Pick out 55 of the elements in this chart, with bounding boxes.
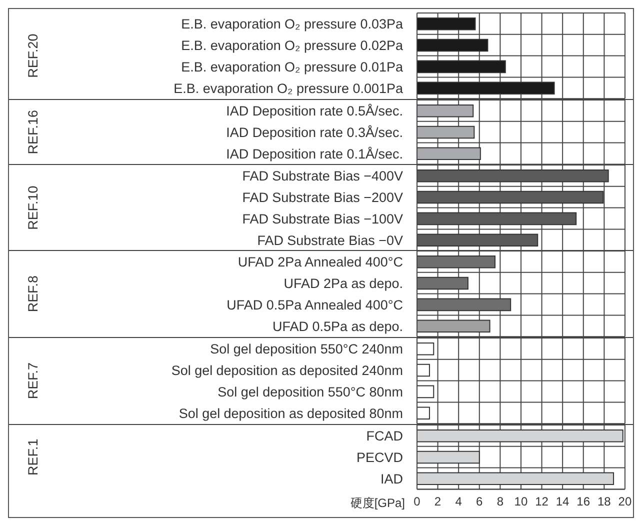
x-tick-label: 14 <box>556 494 570 508</box>
y-tick-label: FAD Substrate Bias −400V <box>242 168 403 184</box>
bar <box>416 233 538 246</box>
x-tick-label: 2 <box>434 494 442 508</box>
bar <box>416 277 468 290</box>
x-tick-label: 8 <box>496 494 504 508</box>
y-tick-label: FAD Substrate Bias −200V <box>242 190 403 205</box>
y-tick-label: UFAD 2Pa Annealed 400°C <box>238 255 404 270</box>
bar <box>416 298 512 312</box>
y-tick-label: E.B. evaporation O₂ pressure 0.02Pa <box>181 38 404 54</box>
y-tick-label: Sol gel deposition 550°C 240nm <box>210 342 403 357</box>
bar <box>416 169 609 182</box>
y-tick-label: IAD <box>380 471 404 486</box>
bar <box>416 60 506 74</box>
bar <box>416 256 496 269</box>
bar <box>416 82 555 94</box>
y-tick-label: IAD Deposition rate 0.1Å/sec. <box>226 146 403 162</box>
y-axis-title: REF.7 <box>26 362 41 400</box>
bar <box>416 212 577 225</box>
y-tick-label: FCAD <box>366 428 404 444</box>
y-tick-label: PECVD <box>356 450 404 465</box>
x-tick-label: 20 <box>618 494 632 508</box>
x-tick-label: 10 <box>514 494 528 508</box>
y-tick-label: IAD Deposition rate 0.5Å/sec. <box>226 103 403 118</box>
bar <box>416 18 476 30</box>
x-tick-label: 6 <box>476 494 484 508</box>
y-axis-title: REF.20 <box>26 34 41 78</box>
y-tick-label: Sol gel deposition as deposited 240nm <box>171 363 403 378</box>
bar <box>416 450 480 464</box>
x-axis-title: 硬度[GPa] <box>350 494 405 512</box>
y-axis-title: REF.1 <box>26 438 41 476</box>
y-axis-title: REF.8 <box>26 276 41 313</box>
y-tick-label: IAD Deposition rate 0.3Å/sec. <box>226 124 403 140</box>
y-tick-label: FAD Substrate Bias −0V <box>257 232 403 248</box>
y-tick-label: Sol gel deposition as deposited 80nm <box>178 406 403 421</box>
y-tick-label: E.B. evaporation O₂ pressure 0.01Pa <box>181 59 404 74</box>
bar <box>416 320 490 333</box>
bar <box>416 38 488 52</box>
y-tick-label: UFAD 2Pa as depo. <box>284 276 403 292</box>
bar <box>416 429 624 442</box>
y-axis-title: REF.10 <box>26 185 41 230</box>
y-tick-label: E.B. evaporation O₂ pressure 0.03Pa <box>181 16 404 32</box>
bar <box>416 190 604 204</box>
x-tick-label: 4 <box>455 494 462 508</box>
x-tick-label: 12 <box>535 494 549 508</box>
y-axis-title: REF.16 <box>26 110 41 154</box>
y-tick-label: UFAD 0.5Pa as depo. <box>272 319 403 334</box>
y-tick-label: UFAD 0.5Pa Annealed 400°C <box>226 298 404 313</box>
x-tick-label: 0 <box>414 494 421 508</box>
x-tick-label: 16 <box>576 494 590 508</box>
y-tick-label: E.B. evaporation O₂ pressure 0.001Pa <box>174 80 404 96</box>
x-tick-label: 18 <box>597 494 612 508</box>
y-tick-label: FAD Substrate Bias −100V <box>242 211 403 226</box>
bar <box>416 472 614 485</box>
y-tick-label: Sol gel deposition 550°C 80nm <box>218 384 403 400</box>
